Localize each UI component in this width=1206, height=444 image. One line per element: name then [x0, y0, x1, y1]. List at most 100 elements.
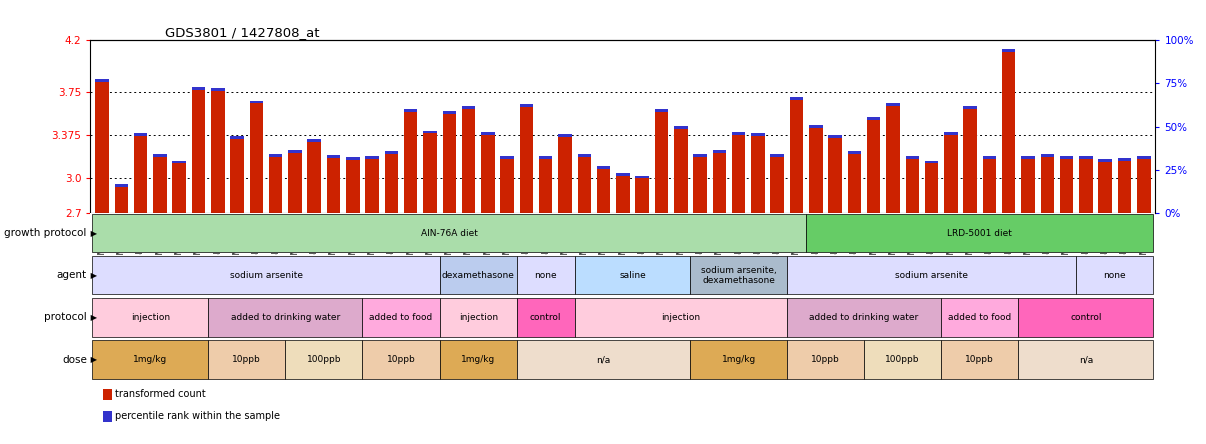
Bar: [404, 109, 417, 111]
Bar: [693, 154, 707, 157]
Bar: [771, 157, 784, 213]
Bar: [95, 82, 109, 213]
Bar: [1002, 49, 1015, 52]
Bar: [944, 135, 958, 213]
Bar: [713, 150, 726, 153]
Bar: [462, 109, 475, 213]
Bar: [95, 79, 109, 82]
Bar: [693, 157, 707, 213]
Text: ▶: ▶: [88, 355, 98, 364]
Bar: [829, 138, 842, 213]
Bar: [597, 169, 610, 213]
FancyBboxPatch shape: [941, 341, 1018, 379]
Bar: [1021, 159, 1035, 213]
Bar: [616, 176, 630, 213]
Bar: [385, 151, 398, 154]
Bar: [211, 88, 224, 91]
FancyBboxPatch shape: [941, 298, 1018, 337]
Bar: [443, 114, 456, 213]
Bar: [1079, 156, 1093, 159]
Bar: [597, 166, 610, 169]
Bar: [269, 157, 282, 213]
Bar: [230, 136, 244, 139]
Bar: [115, 186, 128, 213]
Text: dose: dose: [62, 355, 87, 365]
Text: agent: agent: [57, 270, 87, 280]
Bar: [964, 107, 977, 109]
Bar: [674, 129, 687, 213]
Bar: [115, 184, 128, 186]
FancyBboxPatch shape: [1018, 341, 1153, 379]
Bar: [886, 106, 900, 213]
FancyBboxPatch shape: [786, 298, 941, 337]
FancyBboxPatch shape: [690, 256, 786, 294]
Bar: [288, 150, 302, 153]
Bar: [655, 111, 668, 213]
Bar: [1060, 156, 1073, 159]
FancyBboxPatch shape: [517, 298, 575, 337]
Text: none: none: [534, 271, 557, 280]
FancyBboxPatch shape: [575, 298, 786, 337]
Text: 10ppb: 10ppb: [966, 355, 994, 364]
Bar: [771, 154, 784, 157]
Text: percentile rank within the sample: percentile rank within the sample: [115, 411, 280, 421]
Text: 100ppb: 100ppb: [885, 355, 920, 364]
FancyBboxPatch shape: [93, 298, 209, 337]
FancyBboxPatch shape: [286, 341, 363, 379]
Bar: [1021, 156, 1035, 159]
Bar: [423, 134, 437, 213]
Text: ▶: ▶: [88, 313, 98, 322]
FancyBboxPatch shape: [1018, 298, 1153, 337]
Text: AIN-76A diet: AIN-76A diet: [421, 229, 478, 238]
FancyBboxPatch shape: [363, 341, 440, 379]
FancyBboxPatch shape: [209, 341, 286, 379]
Text: injection: injection: [458, 313, 498, 322]
Text: sodium arsenite,
dexamethasone: sodium arsenite, dexamethasone: [701, 266, 777, 285]
Bar: [983, 156, 996, 159]
Bar: [944, 132, 958, 135]
Text: sodium arsenite: sodium arsenite: [229, 271, 303, 280]
FancyBboxPatch shape: [690, 341, 786, 379]
Bar: [1099, 159, 1112, 163]
Bar: [269, 154, 282, 157]
Bar: [327, 158, 340, 213]
Bar: [558, 134, 572, 137]
Bar: [539, 156, 552, 159]
Bar: [848, 151, 861, 154]
Bar: [462, 107, 475, 109]
Bar: [520, 107, 533, 213]
Bar: [983, 159, 996, 213]
Bar: [925, 161, 938, 163]
Bar: [1041, 154, 1054, 157]
FancyBboxPatch shape: [517, 256, 575, 294]
FancyBboxPatch shape: [209, 298, 363, 337]
Bar: [674, 126, 687, 129]
Bar: [500, 156, 514, 159]
Bar: [578, 157, 591, 213]
Text: dexamethasone: dexamethasone: [441, 271, 515, 280]
Bar: [964, 109, 977, 213]
Text: LRD-5001 diet: LRD-5001 diet: [948, 229, 1012, 238]
Bar: [809, 128, 822, 213]
Bar: [1118, 159, 1131, 161]
Bar: [250, 101, 263, 103]
FancyBboxPatch shape: [806, 214, 1153, 252]
Bar: [925, 163, 938, 213]
Bar: [1060, 159, 1073, 213]
Text: ▶: ▶: [88, 271, 98, 280]
Bar: [134, 136, 147, 213]
Bar: [655, 109, 668, 111]
Bar: [365, 156, 379, 159]
Bar: [443, 111, 456, 114]
Bar: [500, 159, 514, 213]
Bar: [365, 159, 379, 213]
Bar: [848, 154, 861, 213]
Bar: [1002, 52, 1015, 213]
Bar: [153, 157, 166, 213]
Bar: [790, 100, 803, 213]
Bar: [713, 153, 726, 213]
Text: 100ppb: 100ppb: [306, 355, 341, 364]
Text: sodium arsenite: sodium arsenite: [895, 271, 968, 280]
Text: added to drinking water: added to drinking water: [809, 313, 919, 322]
Bar: [172, 163, 186, 213]
